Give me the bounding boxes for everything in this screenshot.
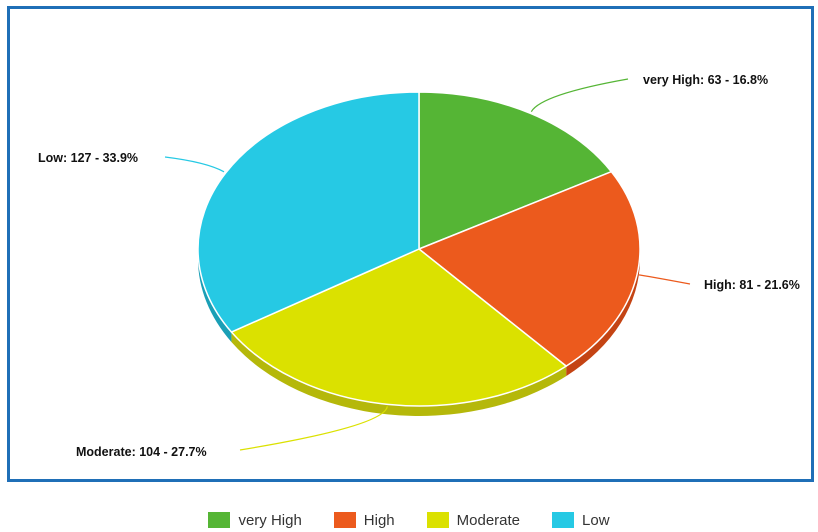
- label-connector-low: [164, 156, 225, 173]
- pie-slice-very-high[interactable]: [418, 91, 613, 250]
- label-connector-moderate: [239, 406, 388, 451]
- legend-item-low[interactable]: Low: [552, 512, 610, 529]
- legend-item-high[interactable]: High: [333, 511, 395, 529]
- legend-label-very-high: very High: [238, 511, 302, 529]
- pie-slices-layer: [197, 91, 641, 407]
- pie-slice-moderate[interactable]: [230, 248, 567, 407]
- pie-depth-layer: [198, 249, 640, 416]
- legend-swatch-moderate: [426, 512, 449, 528]
- pie-slice-high[interactable]: [418, 170, 641, 367]
- legend-swatch-very-high: [208, 512, 231, 528]
- legend-item-moderate[interactable]: Moderate: [426, 511, 521, 529]
- pie-side-low: [198, 249, 232, 343]
- legend-item-very-high[interactable]: very High: [208, 511, 302, 529]
- pie-side-high: [566, 249, 640, 377]
- legend-swatch-high: [333, 512, 356, 528]
- slice-label-low: Low: 127 - 33.9%: [38, 151, 138, 165]
- label-connectors-layer: [164, 78, 691, 451]
- legend-label-high: High: [363, 511, 395, 529]
- label-connector-very-high: [530, 78, 629, 112]
- pie-slice-low[interactable]: [197, 91, 420, 333]
- slice-label-very-high: very High: 63 - 16.8%: [643, 73, 768, 87]
- slice-labels-layer: very High: 63 - 16.8% High: 81 - 21.6% Mod…: [38, 73, 800, 459]
- label-connector-high: [638, 274, 691, 285]
- slice-label-high: High: 81 - 21.6%: [704, 278, 800, 292]
- legend-label-moderate: Moderate: [456, 511, 521, 529]
- legend-label-low: Low: [582, 511, 610, 529]
- legend: very High High Moderate Low: [0, 509, 818, 531]
- legend-swatch-low: [552, 512, 575, 528]
- pie-side-moderate: [231, 332, 567, 416]
- slice-label-moderate: Moderate: 104 - 27.7%: [76, 445, 207, 459]
